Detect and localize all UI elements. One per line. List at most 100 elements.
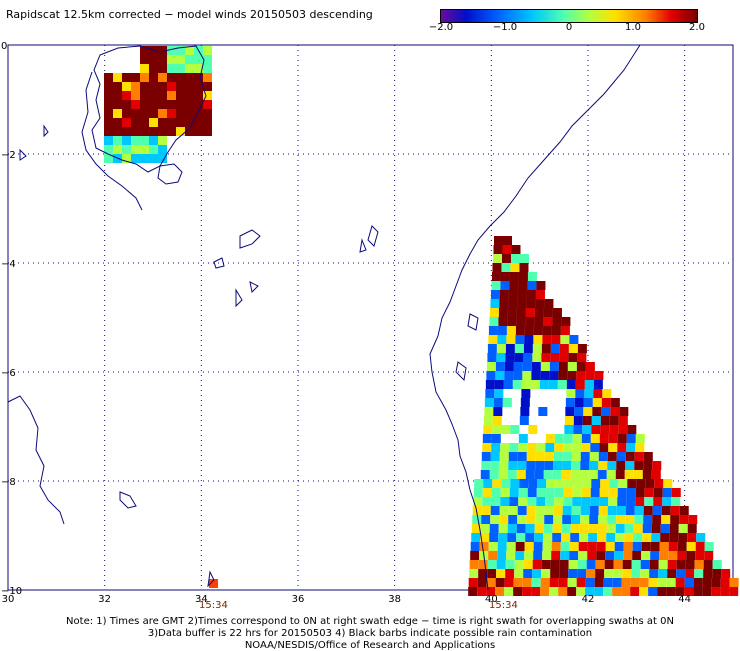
wind-cell <box>499 452 509 461</box>
colorbar-tick: 0 <box>565 22 573 33</box>
wind-cell <box>140 154 149 163</box>
wind-cell <box>104 136 113 145</box>
wind-cell <box>542 335 552 344</box>
wind-cell <box>685 560 695 569</box>
wind-cell <box>618 416 628 425</box>
wind-cell <box>185 73 194 82</box>
wind-cell <box>528 425 538 434</box>
wind-cell <box>704 551 714 560</box>
wind-cell <box>667 569 677 578</box>
wind-cell <box>131 145 140 154</box>
wind-cell <box>131 100 140 109</box>
wind-cell <box>579 524 589 533</box>
wind-cell <box>113 82 122 91</box>
swath-time-label: 15:34 <box>199 600 228 611</box>
wind-cell <box>510 263 520 272</box>
wind-cell <box>567 578 577 587</box>
wind-cell <box>482 488 492 497</box>
wind-cell <box>480 470 490 479</box>
wind-cell <box>652 506 662 515</box>
wind-cell <box>498 317 508 326</box>
wind-cell <box>185 82 194 91</box>
wind-cell <box>634 461 644 470</box>
wind-cell <box>686 542 696 551</box>
wind-cell <box>158 118 167 127</box>
wind-cell <box>497 335 507 344</box>
wind-cell <box>589 461 599 470</box>
wind-cell <box>621 587 631 596</box>
wind-cell <box>518 281 528 290</box>
wind-cell <box>526 290 536 299</box>
wind-cell <box>526 515 536 524</box>
wind-cell <box>203 82 212 91</box>
wind-cell <box>559 353 569 362</box>
wind-cell <box>658 569 668 578</box>
wind-cell <box>485 389 495 398</box>
wind-cell <box>113 127 122 136</box>
wind-cell <box>668 551 678 560</box>
wind-cell <box>509 497 519 506</box>
wind-cell <box>541 569 551 578</box>
wind-cell <box>662 488 672 497</box>
wind-cell <box>525 308 535 317</box>
wind-cell <box>504 578 514 587</box>
wind-cell <box>471 533 481 542</box>
wind-cell <box>576 371 586 380</box>
wind-cell <box>140 136 149 145</box>
wind-cell <box>514 560 524 569</box>
wind-cell <box>631 560 641 569</box>
island-outline <box>367 225 379 247</box>
wind-cell <box>490 506 500 515</box>
wind-cell <box>553 506 563 515</box>
wind-cell <box>635 488 645 497</box>
wind-cell <box>158 127 167 136</box>
wind-cell <box>625 515 635 524</box>
wind-cell <box>176 100 185 109</box>
wind-cell <box>545 488 555 497</box>
wind-cell <box>487 569 497 578</box>
wind-cell <box>643 452 653 461</box>
wind-cell <box>500 281 510 290</box>
wind-cell <box>610 407 620 416</box>
wind-cell <box>496 353 506 362</box>
wind-cell <box>643 515 653 524</box>
wind-cell <box>660 533 670 542</box>
wind-cell <box>589 515 599 524</box>
wind-cell <box>658 560 668 569</box>
wind-cell <box>104 154 113 163</box>
wind-cell <box>526 506 536 515</box>
wind-cell <box>519 416 529 425</box>
wind-cell <box>497 551 507 560</box>
wind-cell <box>643 506 653 515</box>
wind-cell <box>581 488 591 497</box>
wind-cell <box>516 533 526 542</box>
wind-cell <box>493 407 503 416</box>
wind-cell <box>615 524 625 533</box>
wind-cell <box>542 326 552 335</box>
wind-cell <box>194 73 203 82</box>
wind-cell <box>113 145 122 154</box>
wind-cell <box>616 452 626 461</box>
wind-cell <box>545 497 555 506</box>
island-outline <box>359 238 367 253</box>
wind-cell <box>555 479 565 488</box>
wind-cell <box>519 479 529 488</box>
wind-cell <box>659 551 669 560</box>
wind-cell <box>609 479 619 488</box>
map-title: Rapidscat 12.5km corrected − model winds… <box>6 8 373 21</box>
island-outline <box>19 148 27 161</box>
wind-cell <box>604 569 614 578</box>
wind-cell <box>508 506 518 515</box>
wind-cell <box>612 587 622 596</box>
wind-cell <box>543 308 553 317</box>
wind-cell <box>521 389 531 398</box>
wind-cell <box>539 380 549 389</box>
wind-cell <box>549 578 559 587</box>
wind-cell <box>618 425 628 434</box>
wind-cell <box>534 317 544 326</box>
wind-cell <box>531 371 541 380</box>
wind-cell <box>492 479 502 488</box>
wind-cell <box>566 389 576 398</box>
wind-cell <box>607 506 617 515</box>
wind-cell <box>564 425 574 434</box>
